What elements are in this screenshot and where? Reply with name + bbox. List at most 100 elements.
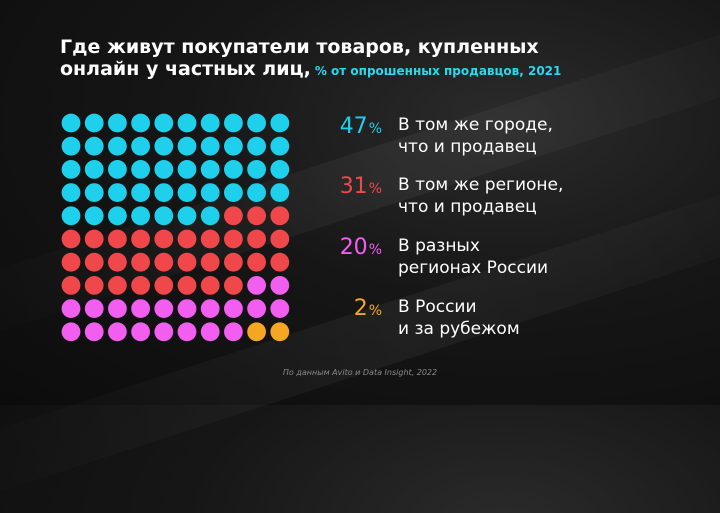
waffle-dot-same-region <box>177 229 197 249</box>
waffle-dot-other-regions <box>84 322 104 342</box>
title-line-2: онлайн у частных лиц,% от опрошенных про… <box>60 58 680 82</box>
waffle-dot-same-city <box>61 183 81 202</box>
legend-label-line-2: регионах России <box>398 258 549 278</box>
waffle-dot-same-region <box>131 276 150 295</box>
waffle-dot-same-city <box>154 113 174 133</box>
waffle-dot-other-regions <box>108 322 127 342</box>
waffle-dot-same-city <box>177 160 197 179</box>
waffle-dot-same-region <box>247 206 266 226</box>
waffle-dot-same-city <box>108 206 127 226</box>
waffle-dot-same-region <box>84 252 104 272</box>
waffle-dot-same-city <box>247 183 266 202</box>
waffle-dot-other-regions <box>177 299 197 318</box>
waffle-dot-other-regions <box>154 299 174 318</box>
title-line-2-text: онлайн у частных лиц, <box>60 58 311 80</box>
waffle-dot-same-region <box>108 252 127 272</box>
waffle-dot-same-city <box>200 113 220 133</box>
waffle-dot-other-regions <box>131 299 150 318</box>
waffle-dot-same-region <box>61 276 81 295</box>
waffle-dot-same-city <box>61 206 81 226</box>
waffle-dot-same-region <box>154 229 174 249</box>
waffle-chart <box>61 113 290 342</box>
waffle-dot-same-region <box>247 229 266 249</box>
waffle-dot-same-city <box>84 136 104 156</box>
waffle-dot-same-city <box>200 160 220 179</box>
waffle-dot-same-city <box>177 113 197 133</box>
waffle-dot-same-city <box>270 160 290 179</box>
waffle-dot-same-city <box>247 113 266 133</box>
waffle-dot-same-region <box>177 276 197 295</box>
waffle-dot-same-city <box>108 136 127 156</box>
waffle-dot-same-region <box>247 252 266 272</box>
legend-label: В разных регионах России <box>398 235 548 279</box>
waffle-dot-same-region <box>84 276 104 295</box>
waffle-dot-same-region <box>61 229 81 249</box>
waffle-dot-same-region <box>61 252 81 272</box>
waffle-dot-same-city <box>270 136 290 156</box>
waffle-dot-same-city <box>270 113 290 133</box>
waffle-dot-other-regions <box>200 322 220 342</box>
waffle-dot-same-city <box>224 113 243 133</box>
waffle-dot-same-region <box>131 229 150 249</box>
waffle-dot-same-city <box>61 113 81 133</box>
waffle-dot-same-city <box>224 160 243 179</box>
legend-label-line-2: что и продавец <box>398 197 537 217</box>
legend-item-same-region: 31% В том же регионе, что и продавец <box>330 173 670 223</box>
waffle-dot-same-city <box>200 136 220 156</box>
waffle-dot-same-region <box>200 229 220 249</box>
legend-value-unit: % <box>368 121 382 137</box>
waffle-dot-same-city <box>177 136 197 156</box>
waffle-dot-same-city <box>84 206 104 226</box>
waffle-dot-same-region <box>108 276 127 295</box>
legend-value-number: 31 <box>339 174 368 199</box>
waffle-dot-same-region <box>200 276 220 295</box>
waffle-dot-same-city <box>61 160 81 179</box>
waffle-dot-other-regions <box>224 299 243 318</box>
waffle-dot-other-regions <box>270 299 290 318</box>
legend-value-number: 2 <box>353 296 368 321</box>
waffle-dot-same-region <box>224 276 243 295</box>
waffle-dot-same-city <box>108 183 127 202</box>
waffle-dot-same-region <box>224 229 243 249</box>
legend-label: В России и за рубежом <box>398 296 520 340</box>
waffle-dot-same-city <box>131 113 150 133</box>
legend-value: 31% <box>330 173 382 203</box>
legend-label: В том же регионе, что и продавец <box>398 174 563 218</box>
waffle-dot-same-region <box>154 252 174 272</box>
waffle-dot-same-city <box>84 160 104 179</box>
waffle-dot-same-city <box>247 160 266 179</box>
waffle-dot-same-region <box>270 252 290 272</box>
waffle-dot-same-city <box>224 136 243 156</box>
legend-label-line-1: В разных <box>398 236 480 256</box>
waffle-dot-same-region <box>84 229 104 249</box>
legend-value: 47% <box>330 113 382 143</box>
waffle-dot-same-city <box>131 160 150 179</box>
waffle-dot-abroad <box>270 322 290 342</box>
waffle-dot-same-region <box>177 252 197 272</box>
waffle-dot-other-regions <box>154 322 174 342</box>
waffle-dot-other-regions <box>61 299 81 318</box>
waffle-dot-same-city <box>224 183 243 202</box>
waffle-dot-abroad <box>247 322 266 342</box>
waffle-dot-same-city <box>108 113 127 133</box>
chart-title: Где живут покупатели товаров, купленных … <box>60 36 680 82</box>
legend-value: 2% <box>330 295 382 325</box>
waffle-dot-same-city <box>84 183 104 202</box>
waffle-dot-same-city <box>154 160 174 179</box>
legend-value-unit: % <box>368 181 382 197</box>
waffle-dot-same-city <box>177 206 197 226</box>
legend-label-line-2: что и продавец <box>398 137 537 157</box>
legend-label-line-1: В том же городе, <box>398 115 553 135</box>
waffle-dot-same-city <box>200 183 220 202</box>
waffle-dot-other-regions <box>108 299 127 318</box>
waffle-dot-other-regions <box>247 299 266 318</box>
waffle-dot-same-city <box>270 183 290 202</box>
legend-item-same-city: 47% В том же городе, что и продавец <box>330 113 670 163</box>
waffle-dot-same-region <box>131 252 150 272</box>
legend-label-line-1: В России <box>398 297 477 317</box>
source-note: По данным Avito и Data Insight, 2022 <box>282 368 438 377</box>
legend-label-line-1: В том же регионе, <box>398 175 564 195</box>
waffle-dot-same-city <box>131 183 150 202</box>
legend-value-unit: % <box>368 303 382 319</box>
waffle-dot-same-city <box>131 136 150 156</box>
